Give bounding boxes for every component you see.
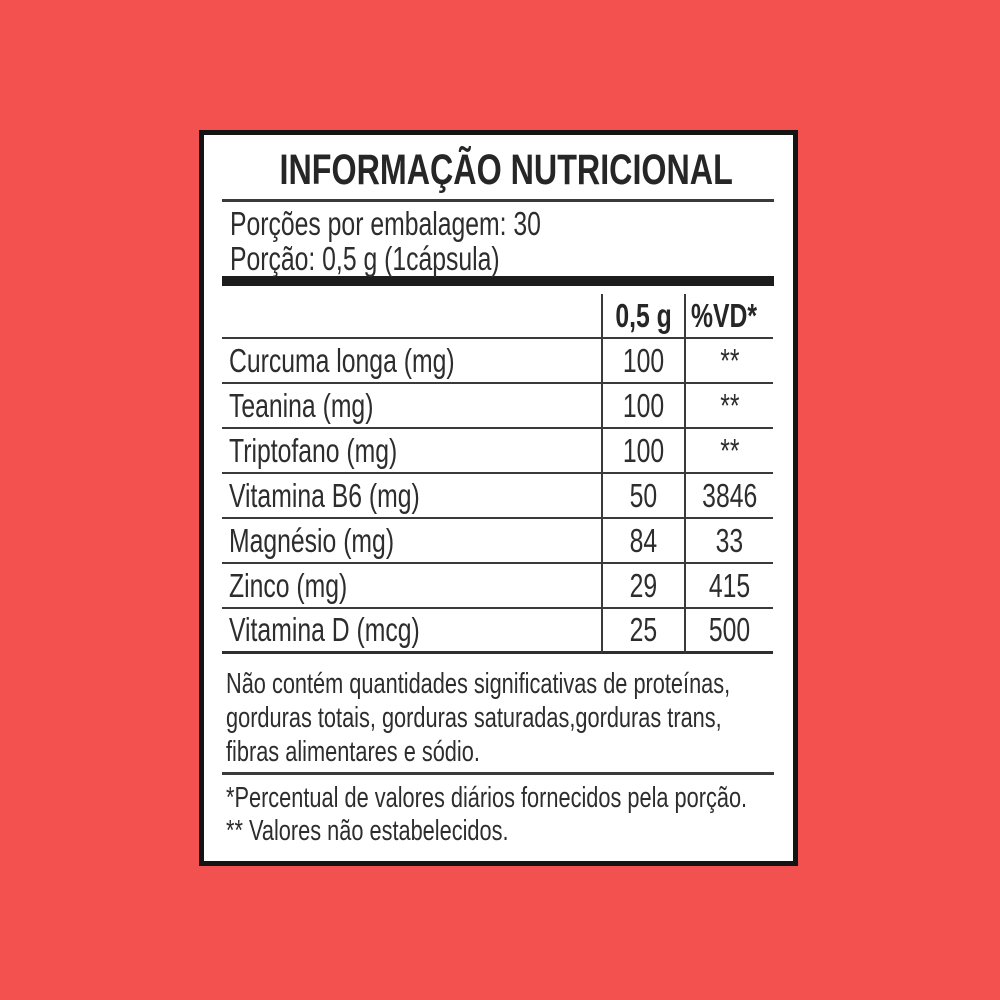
table-row-nutrient: Curcuma longa (mg) — [222, 339, 601, 384]
header-vd-cell: %VD* — [686, 294, 773, 339]
header-amount-cell: 0,5 g — [601, 294, 686, 339]
table-row-vd: 33 — [686, 519, 773, 564]
table-row-vd: 415 — [686, 564, 773, 609]
table-row-amount: 100 — [601, 429, 686, 474]
nutrition-table: 0,5 g %VD* Curcuma longa (mg) 100 ** Tea… — [222, 294, 774, 654]
table-row-nutrient: Zinco (mg) — [222, 564, 601, 609]
footnote-daily-values: *Percentual de valores diários fornecido… — [226, 782, 748, 814]
table-row-vd: ** — [686, 339, 773, 384]
table-row-amount: 100 — [601, 339, 686, 384]
table-row-vd: ** — [686, 429, 773, 474]
table-row-nutrient: Vitamina D (mcg) — [222, 609, 601, 654]
table-row-amount: 25 — [601, 609, 686, 654]
disclaimer-text: Não contém quantidades significativas de… — [226, 668, 731, 768]
header-blank-cell — [222, 294, 601, 339]
thick-divider-bar — [222, 276, 774, 286]
table-row-nutrient: Magnésio (mg) — [222, 519, 601, 564]
table-row-amount: 50 — [601, 474, 686, 519]
table-row-vd: 3846 — [686, 474, 773, 519]
footnotes: *Percentual de valores diários fornecido… — [226, 782, 793, 848]
table-row-nutrient: Triptofano (mg) — [222, 429, 601, 474]
footnote-divider — [222, 772, 774, 775]
servings-info: Porções por embalagem: 30 Porção: 0,5 g … — [230, 206, 793, 276]
footnote-not-established: ** Valores não estabelecidos. — [226, 815, 509, 847]
title-divider — [222, 199, 774, 202]
table-row-nutrient: Teanina (mg) — [222, 384, 601, 429]
nutrition-label: INFORMAÇÃO NUTRICIONAL Porções por embal… — [199, 130, 798, 866]
label-title: INFORMAÇÃO NUTRICIONAL — [204, 148, 793, 192]
servings-per-package: Porções por embalagem: 30 — [230, 205, 541, 242]
table-row-vd: 500 — [686, 609, 773, 654]
label-title-text: INFORMAÇÃO NUTRICIONAL — [279, 146, 733, 194]
serving-size: Porção: 0,5 g (1cápsula) — [230, 240, 500, 277]
table-row-amount: 84 — [601, 519, 686, 564]
table-row-nutrient: Vitamina B6 (mg) — [222, 474, 601, 519]
table-row-vd: ** — [686, 384, 773, 429]
table-row-amount: 100 — [601, 384, 686, 429]
table-row-amount: 29 — [601, 564, 686, 609]
